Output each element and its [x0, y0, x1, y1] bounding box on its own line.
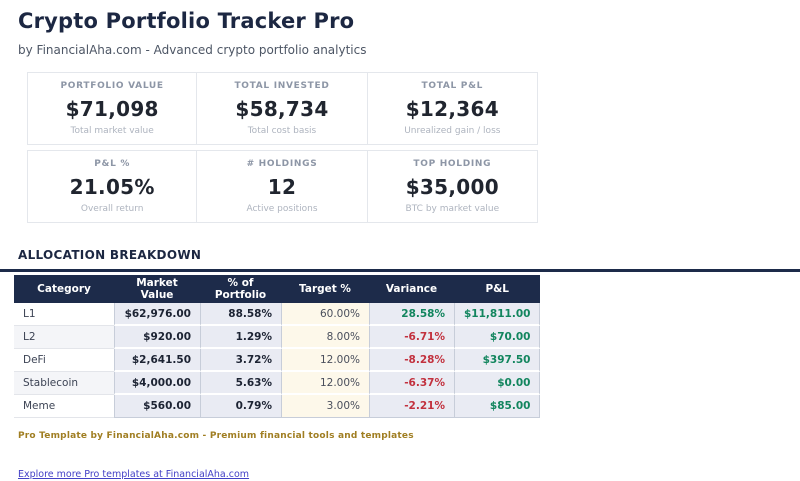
- target-pct-cell: 12.00%: [281, 349, 369, 372]
- table-row: Meme $560.00 0.79% 3.00% -2.21% $85.00: [14, 395, 541, 418]
- pct-of-portfolio-cell: 3.72%: [200, 349, 281, 372]
- stat-caption: Total market value: [70, 126, 154, 136]
- stat-label: TOTAL INVESTED: [234, 81, 330, 91]
- stat-caption: Unrealized gain / loss: [404, 126, 501, 136]
- allocation-table: Category Market Value % of Portfolio Tar…: [14, 275, 541, 418]
- market-value-cell: $2,641.50: [114, 349, 200, 372]
- stat-label: TOP HOLDING: [413, 159, 492, 169]
- stat-value: $35,000: [405, 175, 499, 199]
- footer-explore-link[interactable]: Explore more Pro templates at FinancialA…: [18, 469, 250, 480]
- stat-label: PORTFOLIO VALUE: [60, 81, 164, 91]
- target-pct-cell: 60.00%: [281, 303, 369, 326]
- pnl-cell: $0.00: [454, 372, 541, 395]
- column-header-pnl: P&L: [454, 275, 541, 303]
- stat-value: 12: [267, 175, 297, 199]
- market-value-cell: $560.00: [114, 395, 200, 418]
- pnl-cell: $85.00: [454, 395, 541, 418]
- stat-card-total-invested: TOTAL INVESTED $58,734 Total cost basis: [197, 72, 368, 145]
- stat-caption: Active positions: [246, 204, 318, 214]
- allocation-table-header-row: Category Market Value % of Portfolio Tar…: [14, 275, 541, 303]
- stat-value: $58,734: [235, 97, 329, 121]
- pct-of-portfolio-cell: 0.79%: [200, 395, 281, 418]
- stat-cards-grid: PORTFOLIO VALUE $71,098 Total market val…: [27, 72, 538, 223]
- target-pct-cell: 8.00%: [281, 326, 369, 349]
- category-cell: Meme: [14, 395, 114, 418]
- pct-of-portfolio-cell: 5.63%: [200, 372, 281, 395]
- market-value-cell: $62,976.00: [114, 303, 200, 326]
- pct-of-portfolio-cell: 1.29%: [200, 326, 281, 349]
- category-cell: Stablecoin: [14, 372, 114, 395]
- pnl-cell: $397.50: [454, 349, 541, 372]
- allocation-section-header: ALLOCATION BREAKDOWN: [0, 244, 800, 272]
- stat-label: TOTAL P&L: [421, 81, 484, 91]
- table-row: Stablecoin $4,000.00 5.63% 12.00% -6.37%…: [14, 372, 541, 395]
- stat-card-portfolio-value: PORTFOLIO VALUE $71,098 Total market val…: [27, 72, 198, 145]
- market-value-cell: $920.00: [114, 326, 200, 349]
- stat-value: 21.05%: [69, 175, 155, 199]
- category-cell: L1: [14, 303, 114, 326]
- pnl-cell: $11,811.00: [454, 303, 541, 326]
- allocation-section-title: ALLOCATION BREAKDOWN: [18, 248, 202, 262]
- target-pct-cell: 12.00%: [281, 372, 369, 395]
- variance-cell: 28.58%: [369, 303, 454, 326]
- page-subtitle: by FinancialAha.com - Advanced crypto po…: [18, 43, 367, 57]
- variance-cell: -8.28%: [369, 349, 454, 372]
- column-header-pct-of-portfolio: % of Portfolio: [200, 275, 281, 303]
- stat-caption: BTC by market value: [405, 204, 500, 214]
- variance-cell: -6.37%: [369, 372, 454, 395]
- stat-card-total-pnl: TOTAL P&L $12,364 Unrealized gain / loss: [367, 72, 538, 145]
- table-row: DeFi $2,641.50 3.72% 12.00% -8.28% $397.…: [14, 349, 541, 372]
- variance-cell: -2.21%: [369, 395, 454, 418]
- variance-cell: -6.71%: [369, 326, 454, 349]
- table-row: L2 $920.00 1.29% 8.00% -6.71% $70.00: [14, 326, 541, 349]
- category-cell: L2: [14, 326, 114, 349]
- stat-label: P&L %: [94, 159, 131, 169]
- stat-label: # HOLDINGS: [246, 159, 318, 169]
- column-header-market-value: Market Value: [114, 275, 200, 303]
- table-row: L1 $62,976.00 88.58% 60.00% 28.58% $11,8…: [14, 303, 541, 326]
- page-title: Crypto Portfolio Tracker Pro: [18, 9, 355, 33]
- footer-tagline: Pro Template by FinancialAha.com - Premi…: [18, 431, 414, 441]
- stat-caption: Total cost basis: [247, 126, 317, 136]
- category-cell: DeFi: [14, 349, 114, 372]
- stat-value: $12,364: [405, 97, 499, 121]
- stat-card-pnl-percent: P&L % 21.05% Overall return: [27, 150, 198, 223]
- column-header-category: Category: [14, 275, 114, 303]
- stat-caption: Overall return: [80, 204, 144, 214]
- stat-value: $71,098: [65, 97, 159, 121]
- pnl-cell: $70.00: [454, 326, 541, 349]
- stat-card-top-holding: TOP HOLDING $35,000 BTC by market value: [367, 150, 538, 223]
- target-pct-cell: 3.00%: [281, 395, 369, 418]
- stat-card-holdings-count: # HOLDINGS 12 Active positions: [197, 150, 368, 223]
- market-value-cell: $4,000.00: [114, 372, 200, 395]
- column-header-target-pct: Target %: [281, 275, 369, 303]
- pct-of-portfolio-cell: 88.58%: [200, 303, 281, 326]
- column-header-variance: Variance: [369, 275, 454, 303]
